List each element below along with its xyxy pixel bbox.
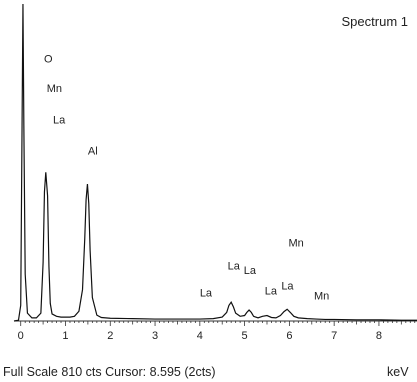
peak-label-la: La <box>265 285 278 297</box>
x-tick-label: 5 <box>242 330 248 342</box>
x-ticks: 0 1 2 3 4 5 6 7 8 <box>18 321 416 342</box>
x-tick-label: 2 <box>107 330 113 342</box>
x-tick-label: 6 <box>286 330 292 342</box>
peak-label-la: La <box>228 260 241 272</box>
chart-title: Spectrum 1 <box>342 14 408 29</box>
x-tick-label: 0 <box>18 330 24 342</box>
peak-label-la: La <box>200 288 213 300</box>
spectrum-trace <box>13 3 417 322</box>
peak-label-o: O <box>44 54 53 66</box>
peak-label-mn: Mn <box>288 238 303 250</box>
x-tick-label: 8 <box>376 330 382 342</box>
full-scale-cursor-readout: Full Scale 810 cts Cursor: 8.595 (2cts) <box>3 365 216 379</box>
x-axis-unit-label: keV <box>387 365 409 379</box>
x-tick-label: 3 <box>152 330 158 342</box>
peak-label-mn: Mn <box>47 83 62 95</box>
peak-label-la: La <box>244 265 257 277</box>
peak-label-al: Al <box>88 146 98 158</box>
x-axis: 0 1 2 3 4 5 6 7 8 <box>14 320 417 342</box>
x-tick-label: 7 <box>331 330 337 342</box>
peak-label-mn: Mn <box>314 290 329 302</box>
x-tick-label: 1 <box>62 330 68 342</box>
x-tick-label: 4 <box>197 330 203 342</box>
peak-label-la: La <box>281 281 294 293</box>
peak-label-la: La <box>53 114 66 126</box>
